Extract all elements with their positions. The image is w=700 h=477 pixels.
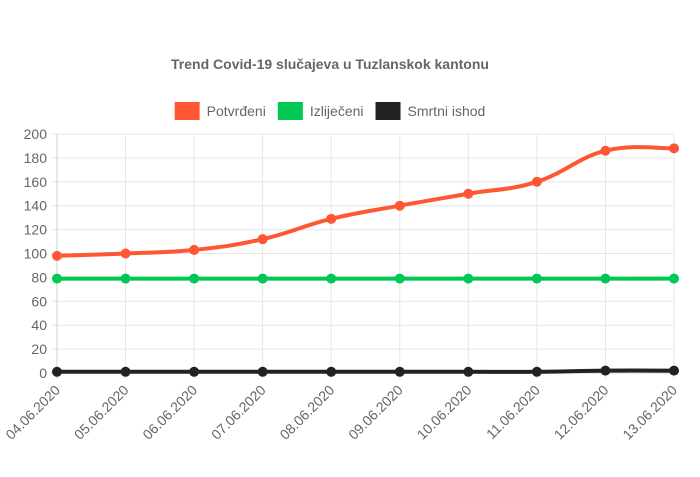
- x-tick-label: 09.06.2020: [345, 382, 406, 443]
- data-point[interactable]: [52, 250, 62, 261]
- data-point[interactable]: [600, 365, 611, 376]
- x-tick-label: 10.06.2020: [414, 382, 475, 443]
- x-tick-label: 05.06.2020: [71, 382, 132, 443]
- data-point[interactable]: [120, 248, 131, 259]
- data-point[interactable]: [52, 366, 62, 377]
- series-2: [52, 273, 679, 284]
- y-tick-label: 80: [31, 269, 47, 285]
- x-tick-label: 13.06.2020: [619, 382, 680, 443]
- data-point[interactable]: [600, 145, 611, 156]
- data-point[interactable]: [257, 273, 268, 284]
- x-tick-label: 06.06.2020: [139, 382, 200, 443]
- grid: [51, 133, 675, 379]
- y-tick-label: 40: [31, 317, 47, 333]
- data-point[interactable]: [394, 273, 405, 284]
- y-tick-label: 160: [24, 174, 48, 190]
- chart-title: Trend Covid-19 slučajeva u Tuzlanskok ka…: [171, 56, 489, 72]
- data-point[interactable]: [394, 366, 405, 377]
- x-axis: 04.06.2020 05.06.2020 06.06.2020 07.06.2020…: [2, 382, 680, 443]
- data-point[interactable]: [600, 273, 611, 284]
- legend-item[interactable]: Izliječeni: [277, 102, 364, 120]
- legend-label: Izliječeni: [310, 103, 364, 119]
- legend-swatch: [375, 102, 401, 120]
- data-point[interactable]: [394, 200, 405, 211]
- data-point[interactable]: [326, 273, 337, 284]
- data-point[interactable]: [189, 244, 200, 255]
- data-point[interactable]: [463, 188, 474, 199]
- series-3: [52, 365, 679, 377]
- legend-item[interactable]: Potvrđeni: [174, 102, 266, 120]
- y-axis: 0 20 40 60 80 100 120 140 160 180 200: [24, 126, 48, 381]
- data-point[interactable]: [52, 273, 62, 284]
- y-tick-label: 180: [24, 150, 48, 166]
- series-line: [55, 368, 676, 374]
- legend-swatch: [277, 102, 303, 120]
- data-point[interactable]: [189, 366, 200, 377]
- data-point[interactable]: [189, 273, 200, 284]
- y-tick-label: 20: [31, 341, 47, 357]
- data-point[interactable]: [120, 366, 131, 377]
- data-point[interactable]: [669, 365, 679, 376]
- y-tick-label: 0: [39, 365, 47, 381]
- data-point[interactable]: [326, 213, 337, 224]
- data-point[interactable]: [531, 176, 542, 187]
- data-point[interactable]: [669, 143, 679, 154]
- data-point[interactable]: [531, 366, 542, 377]
- series-layer: [52, 143, 679, 377]
- series-1: [52, 143, 679, 261]
- data-point[interactable]: [463, 366, 474, 377]
- data-point[interactable]: [463, 273, 474, 284]
- x-tick-label: 08.06.2020: [276, 382, 337, 443]
- y-tick-label: 200: [24, 126, 48, 142]
- x-tick-label: 12.06.2020: [551, 382, 612, 443]
- legend: Potvrđeni Izliječeni Smrtni ishod: [174, 102, 486, 120]
- x-tick-label: 11.06.2020: [483, 382, 543, 442]
- y-tick-label: 60: [31, 293, 47, 309]
- legend-item[interactable]: Smrtni ishod: [375, 102, 486, 120]
- legend-label: Potvrđeni: [207, 103, 266, 119]
- x-tick-label: 04.06.2020: [2, 382, 63, 443]
- series-line: [55, 145, 676, 258]
- x-tick-label: 07.06.2020: [208, 382, 269, 443]
- y-tick-label: 100: [24, 246, 48, 262]
- data-point[interactable]: [257, 234, 268, 245]
- legend-swatch: [174, 102, 200, 120]
- data-point[interactable]: [257, 366, 268, 377]
- data-point[interactable]: [120, 273, 131, 284]
- data-point[interactable]: [669, 273, 679, 284]
- data-point[interactable]: [326, 366, 337, 377]
- legend-label: Smrtni ishod: [408, 103, 486, 119]
- data-point[interactable]: [531, 273, 542, 284]
- y-tick-label: 120: [24, 222, 48, 238]
- y-tick-label: 140: [24, 198, 48, 214]
